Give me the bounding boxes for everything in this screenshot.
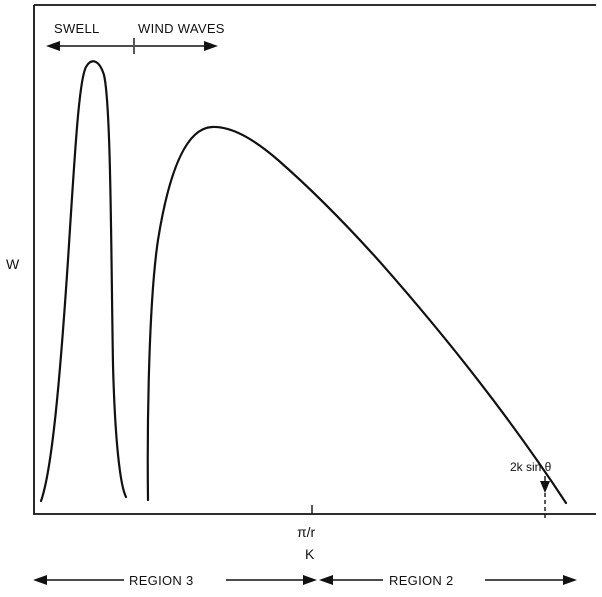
- y-axis-label: W: [6, 256, 20, 272]
- region-3-arrow: [33, 575, 317, 585]
- region-3-label: REGION 3: [129, 573, 194, 588]
- x-axis-label: K: [305, 546, 315, 562]
- plot-frame: [33, 4, 596, 515]
- region-2-label: REGION 2: [389, 573, 454, 588]
- annotation-label: 2k sin θ: [510, 460, 552, 474]
- wind-wave-spectrum-curve: [146, 125, 568, 505]
- region-2-arrow: [319, 575, 577, 585]
- swell-arrow: [46, 41, 133, 51]
- wind-waves-label: WIND WAVES: [138, 21, 225, 36]
- x-tick-label: π/r: [297, 524, 316, 540]
- wind-waves-arrow: [135, 41, 218, 51]
- swell-label: SWELL: [54, 21, 100, 36]
- swell-spectrum-curve: [39, 60, 128, 503]
